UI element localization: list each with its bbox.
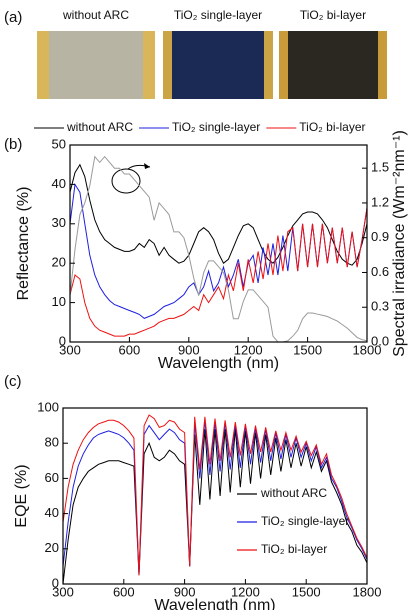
panel-label: (b) — [4, 136, 22, 153]
y-tick-label: 100 — [37, 399, 59, 414]
y-axis-label: Reflectance (%) — [15, 187, 32, 301]
series-line — [62, 414, 368, 576]
x-axis-label: Wavelength (nm) — [158, 355, 279, 372]
series-line — [69, 207, 368, 337]
photos — [37, 31, 387, 99]
photo — [172, 31, 264, 99]
photo — [49, 31, 143, 99]
plot-frame — [62, 407, 368, 585]
y-tick-label: 20 — [52, 255, 66, 270]
series-line — [69, 182, 368, 319]
y-tick-label: 40 — [45, 505, 59, 520]
y-axis-label: EQE (%) — [13, 464, 30, 527]
y2-tick-label: 0.9 — [371, 229, 389, 244]
y2-tick-label: 1.2 — [371, 194, 389, 209]
legend-label: TiO₂ bi-layer — [299, 120, 365, 134]
x-tick-label: 300 — [52, 584, 74, 599]
y2-tick-label: 1.5 — [371, 160, 389, 175]
panel-label: (c) — [4, 373, 22, 390]
x-tick-label: 600 — [119, 342, 141, 357]
y2-tick-label: 0.0 — [371, 333, 389, 348]
legend-label: TiO₂ bi-layer — [261, 542, 327, 556]
series-line — [62, 429, 368, 585]
y-tick-label: 40 — [52, 176, 66, 191]
y-tick-label: 50 — [52, 136, 66, 151]
photo-label: TiO₂ bi-layer — [300, 8, 366, 22]
x-tick-label: 900 — [174, 584, 196, 599]
photo-label: TiO₂ single-layer — [174, 8, 262, 22]
legend-label: without ARC — [260, 486, 327, 500]
legend-label: TiO₂ single-layer — [261, 514, 349, 528]
x-tick-label: 1200 — [231, 584, 260, 599]
legend-label: without ARC — [66, 120, 133, 134]
x-tick-label: 600 — [113, 584, 135, 599]
x-axis-label: Wavelength (nm) — [154, 597, 275, 610]
y2-tick-label: 0.3 — [371, 299, 389, 314]
x-tick-label: 300 — [59, 342, 81, 357]
annotation-arrowhead — [144, 163, 150, 169]
x-tick-label: 1800 — [353, 584, 382, 599]
photo-label: without ARC — [62, 8, 129, 22]
x-tick-label: 1200 — [234, 342, 263, 357]
x-tick-label: 1500 — [292, 584, 321, 599]
legend-label: TiO₂ single-layer — [172, 120, 260, 134]
y-tick-label: 60 — [45, 470, 59, 485]
y-tick-label: 20 — [45, 540, 59, 555]
photo — [288, 31, 378, 99]
annotation-ellipse — [111, 168, 141, 194]
panel-label: (a) — [4, 9, 22, 26]
y2-axis-label: Spectral irradiance (Wm⁻²nm⁻¹) — [391, 130, 408, 357]
series-line — [69, 163, 368, 266]
x-tick-label: 1500 — [293, 342, 322, 357]
x-tick-label: 900 — [178, 342, 200, 357]
y2-tick-label: 0.6 — [371, 264, 389, 279]
y-tick-label: 0 — [59, 333, 66, 348]
y-tick-label: 30 — [52, 215, 66, 230]
y-tick-label: 0 — [52, 575, 59, 590]
y-tick-label: 80 — [45, 435, 59, 450]
x-tick-label: 1800 — [353, 342, 382, 357]
series-line — [69, 155, 368, 343]
plot-frame — [69, 144, 368, 343]
y-tick-label: 10 — [52, 294, 66, 309]
